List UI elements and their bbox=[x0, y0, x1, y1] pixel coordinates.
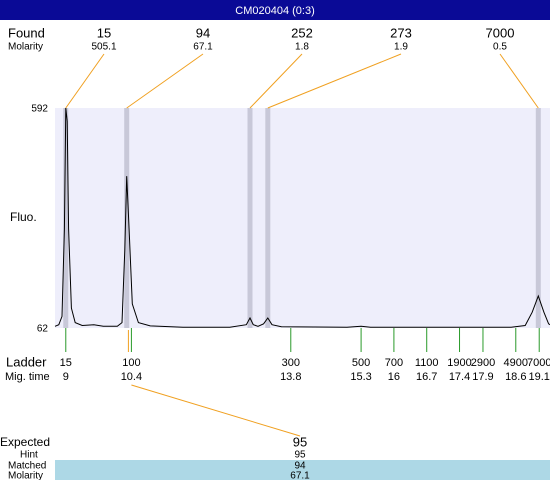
found-molarity: 67.1 bbox=[193, 42, 213, 53]
expected-value: 94 bbox=[294, 461, 306, 472]
molarity-label: Molarity bbox=[8, 42, 43, 53]
ladder-time: 13.8 bbox=[280, 371, 301, 383]
peak-band bbox=[535, 108, 541, 328]
ladder-size: 1100 bbox=[415, 357, 439, 369]
ladder-size: 2900 bbox=[471, 357, 495, 369]
found-size: 15 bbox=[97, 25, 111, 40]
peak-connector bbox=[65, 53, 105, 109]
found-molarity: 1.8 bbox=[295, 42, 309, 53]
y-label: Fluo. bbox=[10, 210, 37, 224]
ladder-size: 4900 bbox=[504, 357, 528, 369]
found-size: 273 bbox=[390, 25, 412, 40]
ladder-size: 700 bbox=[385, 357, 403, 369]
title-bar bbox=[0, 0, 550, 20]
ladder-time: 19.1 bbox=[529, 371, 550, 383]
time-label: Mig. time bbox=[5, 371, 50, 383]
ladder-size: 1900 bbox=[447, 357, 471, 369]
title: CM020404 (0:3) bbox=[235, 5, 315, 17]
ladder-time: 15.3 bbox=[350, 371, 371, 383]
ladder-time: 10.4 bbox=[121, 371, 142, 383]
peak-band bbox=[63, 108, 69, 328]
expected-connector bbox=[131, 384, 301, 437]
found-label: Found bbox=[8, 25, 45, 40]
found-molarity: 1.9 bbox=[394, 42, 408, 53]
ladder-size: 15 bbox=[60, 357, 72, 369]
ladder-time: 9 bbox=[63, 371, 69, 383]
found-size: 252 bbox=[291, 25, 313, 40]
ladder-size: 300 bbox=[282, 357, 300, 369]
peak-connector bbox=[499, 53, 539, 109]
y-tick-label: 62 bbox=[37, 324, 49, 335]
found-molarity: 0.5 bbox=[493, 42, 507, 53]
found-molarity: 505.1 bbox=[91, 42, 116, 53]
ladder-label: Ladder bbox=[6, 354, 47, 369]
ladder-time: 17.4 bbox=[449, 371, 470, 383]
ladder-size: 100 bbox=[122, 357, 140, 369]
found-size: 94 bbox=[196, 25, 210, 40]
peak-connector bbox=[126, 53, 204, 109]
peak-band bbox=[265, 108, 271, 328]
ladder-time: 17.9 bbox=[472, 371, 493, 383]
found-size: 7000 bbox=[486, 25, 515, 40]
expected-label: Matched bbox=[8, 461, 46, 472]
matched-row bbox=[55, 460, 550, 480]
expected-value: 95 bbox=[294, 450, 306, 461]
ladder-time: 16 bbox=[388, 371, 400, 383]
ladder-time: 16.7 bbox=[416, 371, 437, 383]
plot-area bbox=[55, 108, 550, 328]
ladder-size: 7000 bbox=[527, 357, 550, 369]
trace bbox=[54, 107, 550, 328]
expected-value: 95 bbox=[293, 434, 307, 449]
expected-label: Expected bbox=[0, 435, 50, 449]
expected-value: 67.1 bbox=[290, 471, 310, 480]
peak-band bbox=[247, 108, 253, 328]
y-tick-label: 592 bbox=[31, 104, 48, 115]
peak-band bbox=[124, 108, 130, 328]
expected-label: Molarity bbox=[8, 471, 43, 480]
expected-label: Hint bbox=[20, 450, 38, 461]
ladder-size: 500 bbox=[352, 357, 370, 369]
ladder-time: 18.6 bbox=[505, 371, 526, 383]
peak-connector bbox=[267, 53, 402, 109]
peak-connector bbox=[249, 53, 303, 109]
